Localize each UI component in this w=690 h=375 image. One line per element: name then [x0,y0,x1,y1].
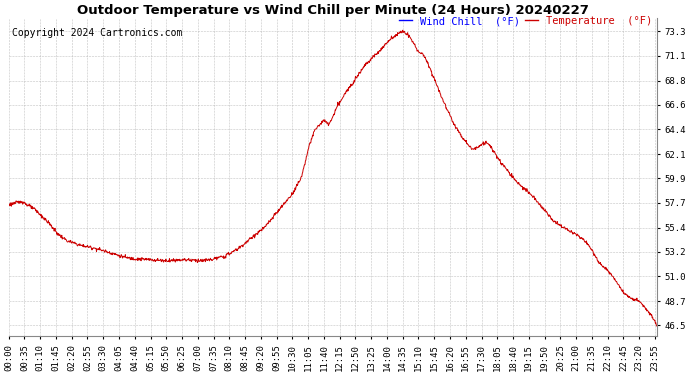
Title: Outdoor Temperature vs Wind Chill per Minute (24 Hours) 20240227: Outdoor Temperature vs Wind Chill per Mi… [77,4,589,17]
Legend: Wind Chill  (°F), Temperature  (°F): Wind Chill (°F), Temperature (°F) [395,12,657,30]
Text: Copyright 2024 Cartronics.com: Copyright 2024 Cartronics.com [12,28,182,38]
